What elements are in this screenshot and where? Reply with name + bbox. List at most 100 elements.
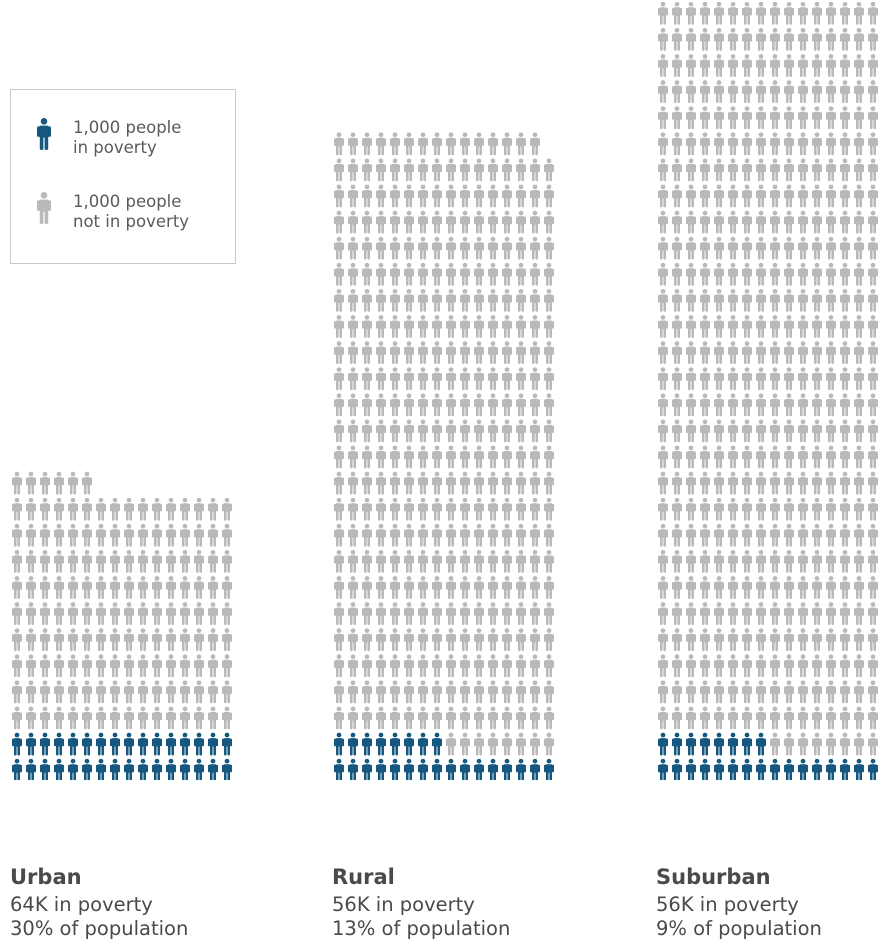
person-not-poverty-icon: [488, 602, 498, 626]
person-poverty-icon: [798, 758, 808, 780]
person-not-poverty-icon: [868, 315, 878, 338]
person-not-poverty-icon: [812, 210, 822, 234]
person-not-poverty-icon: [544, 445, 554, 469]
person-not-poverty-icon: [26, 471, 36, 495]
person-not-poverty-icon: [488, 288, 498, 312]
person-not-poverty-icon: [658, 393, 668, 417]
person-not-poverty-icon: [26, 654, 36, 678]
person-not-poverty-icon: [96, 628, 106, 652]
person-not-poverty-icon: [194, 497, 204, 521]
person-not-poverty-icon: [516, 158, 526, 182]
person-not-poverty-icon: [334, 471, 344, 495]
person-not-poverty-icon: [812, 393, 822, 417]
person-poverty-icon: [868, 758, 878, 780]
person-not-poverty-icon: [672, 262, 682, 286]
person-not-poverty-icon: [334, 680, 344, 704]
person-not-poverty-icon: [166, 576, 176, 599]
person-not-poverty-icon: [516, 602, 526, 626]
person-not-poverty-icon: [390, 602, 400, 626]
person-not-poverty-icon: [756, 706, 766, 730]
person-not-poverty-icon: [474, 549, 484, 573]
person-not-poverty-icon: [446, 445, 456, 469]
person-not-poverty-icon: [488, 262, 498, 286]
person-not-poverty-icon: [784, 628, 794, 652]
person-not-poverty-icon: [840, 706, 850, 730]
person-not-poverty-icon: [54, 706, 64, 730]
person-not-poverty-icon: [460, 471, 470, 495]
person-poverty-icon: [12, 732, 22, 756]
person-not-poverty-icon: [868, 628, 878, 652]
person-not-poverty-icon: [854, 262, 864, 286]
person-not-poverty-icon: [502, 341, 512, 365]
person-not-poverty-icon: [826, 132, 836, 156]
person-not-poverty-icon: [82, 654, 92, 678]
person-not-poverty-icon: [868, 158, 878, 182]
person-not-poverty-icon: [488, 706, 498, 730]
person-not-poverty-icon: [362, 602, 372, 626]
person-not-poverty-icon: [516, 393, 526, 417]
person-not-poverty-icon: [658, 523, 668, 547]
person-poverty-icon: [756, 758, 766, 780]
person-not-poverty-icon: [348, 184, 358, 208]
column-urban: [12, 471, 232, 780]
person-not-poverty-icon: [460, 262, 470, 286]
person-not-poverty-icon: [756, 288, 766, 312]
person-not-poverty-icon: [714, 367, 724, 391]
person-not-poverty-icon: [12, 471, 22, 495]
person-not-poverty-icon: [728, 341, 738, 365]
person-not-poverty-icon: [474, 341, 484, 365]
person-not-poverty-icon: [446, 549, 456, 573]
poverty-count-label: 56K in poverty: [332, 893, 475, 916]
person-not-poverty-icon: [348, 288, 358, 312]
person-not-poverty-icon: [362, 315, 372, 338]
person-not-poverty-icon: [798, 576, 808, 599]
person-not-poverty-icon: [418, 602, 428, 626]
person-not-poverty-icon: [376, 393, 386, 417]
column-rural: [334, 132, 554, 780]
person-not-poverty-icon: [672, 367, 682, 391]
person-not-poverty-icon: [432, 680, 442, 704]
person-not-poverty-icon: [826, 628, 836, 652]
legend-label-not-in-poverty-line1: 1,000 people: [73, 192, 182, 211]
person-not-poverty-icon: [770, 497, 780, 521]
person-not-poverty-icon: [686, 576, 696, 599]
person-not-poverty-icon: [390, 236, 400, 260]
person-not-poverty-icon: [474, 497, 484, 521]
person-not-poverty-icon: [798, 106, 808, 130]
person-not-poverty-icon: [854, 497, 864, 521]
person-poverty-icon: [26, 732, 36, 756]
person-not-poverty-icon: [544, 315, 554, 338]
person-not-poverty-icon: [742, 262, 752, 286]
person-not-poverty-icon: [770, 184, 780, 208]
person-not-poverty-icon: [658, 54, 668, 77]
person-poverty-icon: [418, 732, 428, 756]
person-not-poverty-icon: [714, 341, 724, 365]
person-not-poverty-icon: [376, 471, 386, 495]
person-not-poverty-icon: [432, 654, 442, 678]
person-poverty-icon: [12, 758, 22, 780]
person-not-poverty-icon: [54, 471, 64, 495]
person-poverty-icon: [68, 758, 78, 780]
person-poverty-icon: [432, 758, 442, 780]
person-not-poverty-icon: [474, 732, 484, 756]
person-not-poverty-icon: [658, 680, 668, 704]
person-not-poverty-icon: [418, 210, 428, 234]
category-label: Urban: [10, 865, 82, 889]
person-not-poverty-icon: [686, 262, 696, 286]
person-not-poverty-icon: [418, 576, 428, 599]
person-not-poverty-icon: [672, 236, 682, 260]
person-not-poverty-icon: [26, 576, 36, 599]
person-not-poverty-icon: [54, 576, 64, 599]
legend-label-in-poverty-line1: 1,000 people: [73, 118, 182, 137]
person-not-poverty-icon: [194, 680, 204, 704]
person-not-poverty-icon: [700, 262, 710, 286]
person-not-poverty-icon: [488, 315, 498, 338]
person-not-poverty-icon: [826, 680, 836, 704]
person-not-poverty-icon: [446, 288, 456, 312]
person-not-poverty-icon: [840, 236, 850, 260]
person-not-poverty-icon: [530, 132, 540, 156]
person-not-poverty-icon: [26, 549, 36, 573]
person-not-poverty-icon: [658, 602, 668, 626]
person-not-poverty-icon: [826, 549, 836, 573]
person-not-poverty-icon: [714, 54, 724, 77]
